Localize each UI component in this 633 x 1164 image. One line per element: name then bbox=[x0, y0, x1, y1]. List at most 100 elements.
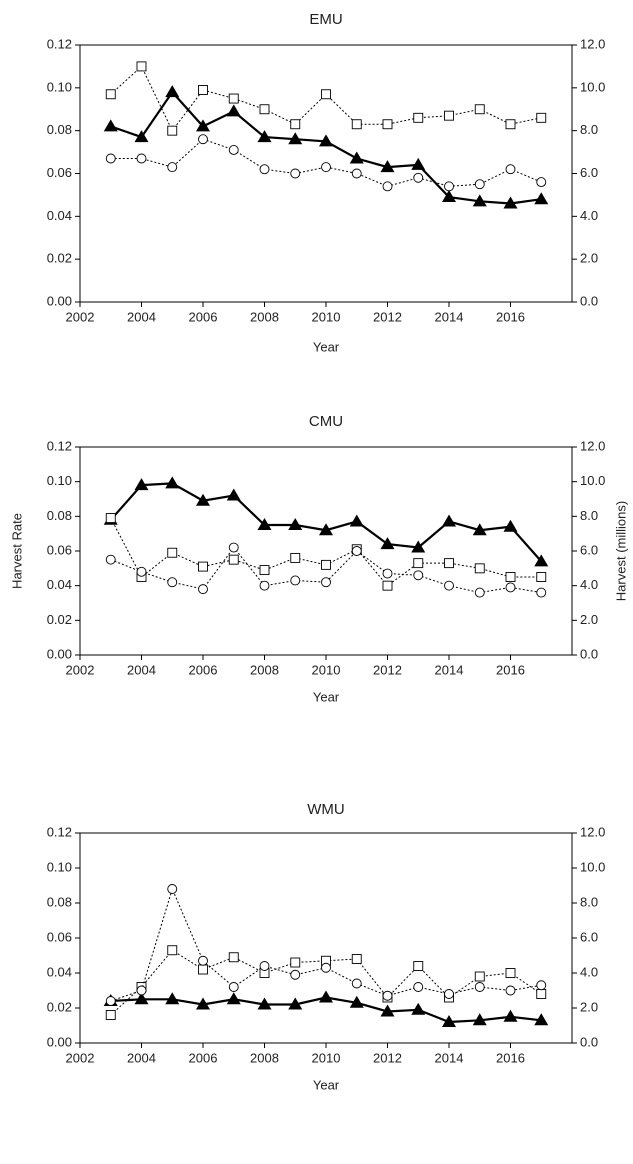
square-marker bbox=[259, 565, 270, 576]
circle-marker bbox=[474, 179, 485, 190]
plot-frame bbox=[79, 446, 573, 656]
triangle-marker bbox=[503, 196, 518, 209]
x-tick-label: 2010 bbox=[312, 662, 341, 677]
triangle-marker bbox=[411, 157, 426, 170]
square-marker bbox=[413, 112, 424, 123]
y2-tick-label: 10.0 bbox=[580, 859, 605, 874]
square-marker bbox=[290, 957, 301, 968]
square-marker bbox=[536, 989, 547, 999]
circle-marker bbox=[474, 587, 485, 598]
triangle-marker bbox=[442, 1015, 456, 1027]
square-marker bbox=[321, 89, 331, 100]
square-marker bbox=[536, 572, 547, 582]
x-axis-label: Year bbox=[313, 689, 340, 704]
triangle-marker bbox=[196, 119, 210, 132]
triangle-marker bbox=[165, 476, 180, 489]
triangle-marker bbox=[319, 134, 333, 147]
y-tick-label: 0.02 bbox=[47, 251, 72, 266]
triangle-marker bbox=[288, 997, 303, 1010]
circle-marker bbox=[444, 181, 454, 192]
y2-tick-label: 4.0 bbox=[580, 964, 598, 979]
square-marker bbox=[474, 971, 485, 982]
y-tick-label: 0.04 bbox=[47, 964, 72, 979]
y-tick-label: 0.10 bbox=[47, 859, 72, 874]
y2-tick-label: 2.0 bbox=[580, 612, 598, 627]
circle-marker bbox=[105, 153, 116, 164]
square-marker bbox=[351, 119, 362, 130]
square-marker bbox=[167, 125, 178, 136]
panel: EMU 0.00 0.02 0.04 0.06 0.08 0.10 0.12 0.0 2.0 4.0… bbox=[47, 11, 606, 354]
y2-tick-label: 10.0 bbox=[580, 79, 605, 94]
plot-frame bbox=[79, 832, 573, 1044]
x-tick-label: 2006 bbox=[189, 309, 218, 324]
y2-tick-label: 6.0 bbox=[580, 165, 598, 180]
circle-marker bbox=[382, 568, 393, 579]
x-tick-label: 2016 bbox=[496, 309, 525, 324]
y2-tick-label: 8.0 bbox=[580, 508, 598, 523]
circle-marker bbox=[536, 177, 547, 188]
x-tick-label: 2002 bbox=[66, 1050, 95, 1065]
circle-marker bbox=[382, 181, 393, 192]
panel: WMU 0.00 0.02 0.04 0.06 0.08 0.10 0.12 0.0 2.0 4.0… bbox=[47, 801, 606, 1092]
y2-tick-label: 8.0 bbox=[580, 894, 598, 909]
circle-marker bbox=[259, 961, 270, 971]
triangle-marker bbox=[165, 85, 180, 98]
square-marker bbox=[198, 85, 208, 95]
square-marker bbox=[444, 110, 454, 121]
circle-marker bbox=[198, 584, 208, 595]
triangle-marker bbox=[226, 104, 241, 117]
y2-tick-label: 0.0 bbox=[580, 1034, 598, 1049]
circle-marker bbox=[167, 884, 178, 894]
triangle-marker bbox=[349, 151, 364, 164]
triangle-marker bbox=[503, 1009, 518, 1022]
y-tick-label: 0.08 bbox=[47, 894, 72, 909]
x-tick-label: 2016 bbox=[496, 662, 525, 677]
y-tick-label: 0.02 bbox=[47, 612, 72, 627]
circle-marker bbox=[505, 985, 516, 996]
square-marker bbox=[474, 563, 485, 574]
circle-marker bbox=[444, 989, 454, 999]
triangle-marker bbox=[257, 997, 272, 1010]
series-line bbox=[110, 138, 542, 187]
circle-marker bbox=[136, 985, 147, 996]
y-tick-label: 0.00 bbox=[47, 1034, 72, 1049]
circle-marker bbox=[505, 582, 516, 593]
circle-marker bbox=[444, 580, 454, 591]
triangle-marker bbox=[226, 488, 241, 501]
y2-tick-label: 12.0 bbox=[580, 438, 605, 453]
series-line bbox=[110, 546, 542, 594]
x-axis-label: Year bbox=[313, 1077, 340, 1092]
triangle-marker bbox=[442, 190, 456, 203]
circle-marker bbox=[413, 172, 424, 183]
y-tick-label: 0.02 bbox=[47, 999, 72, 1014]
x-axis-label: Year bbox=[313, 339, 340, 354]
y2-tick-label: 4.0 bbox=[580, 577, 598, 592]
triangle-marker bbox=[257, 518, 272, 530]
x-tick-label: 2004 bbox=[127, 1050, 156, 1065]
triangle-marker bbox=[226, 992, 241, 1005]
triangle-marker bbox=[411, 1002, 426, 1015]
y2-tick-label: 0.0 bbox=[580, 293, 598, 308]
chart-title: CMU bbox=[309, 413, 343, 430]
square-marker bbox=[351, 954, 362, 964]
triangle-marker bbox=[134, 130, 149, 143]
triangle-marker bbox=[380, 160, 395, 173]
triangle-marker bbox=[472, 1013, 487, 1026]
x-tick-label: 2008 bbox=[250, 1050, 279, 1065]
circle-marker bbox=[321, 162, 331, 173]
circle-marker bbox=[290, 575, 301, 586]
y2-tick-label: 8.0 bbox=[580, 122, 598, 137]
circle-marker bbox=[351, 978, 362, 989]
square-marker bbox=[228, 952, 239, 963]
x-tick-label: 2012 bbox=[373, 662, 402, 677]
panel: CMU 0.00 0.02 0.04 0.06 0.08 0.10 0.12 0.0 2.0 4.0… bbox=[9, 413, 628, 704]
y2-tick-label: 6.0 bbox=[580, 929, 598, 944]
circle-marker bbox=[474, 982, 485, 992]
square-marker bbox=[505, 119, 516, 130]
circle-marker bbox=[321, 577, 331, 588]
x-tick-label: 2016 bbox=[496, 1050, 525, 1065]
circle-marker bbox=[413, 982, 424, 992]
square-marker bbox=[536, 112, 547, 123]
y2-tick-label: 2.0 bbox=[580, 251, 598, 266]
